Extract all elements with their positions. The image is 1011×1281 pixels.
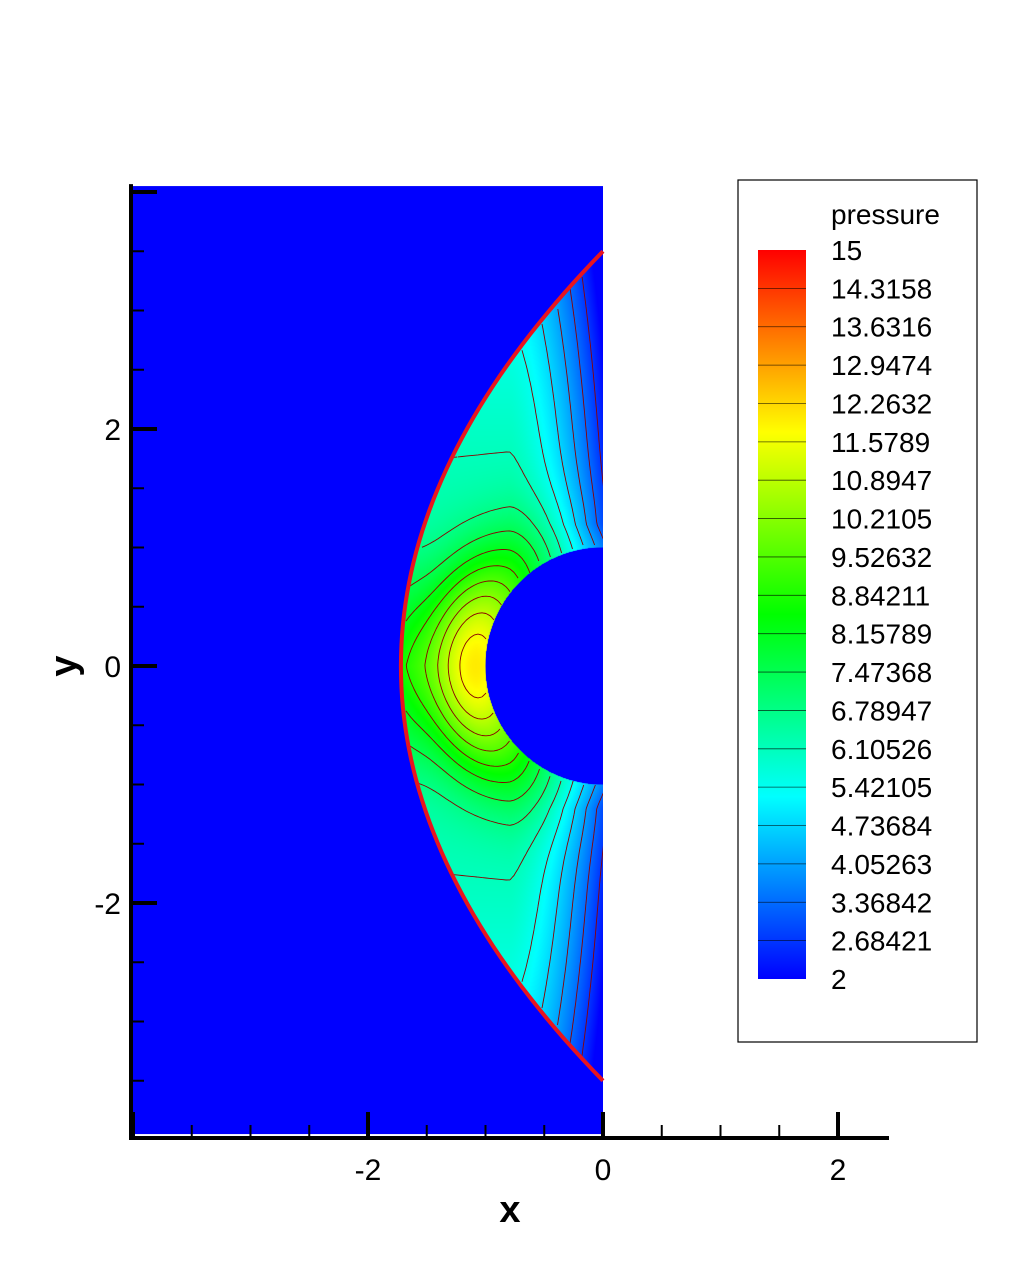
contour-line-6 xyxy=(437,595,502,737)
contour-line-11 xyxy=(417,506,551,826)
y-tick-label: 0 xyxy=(104,651,121,684)
colorbar-level-label: 10.2105 xyxy=(831,504,932,535)
contour-line-14 xyxy=(541,323,585,1009)
colorbar xyxy=(758,250,806,979)
colorbar-level-label: 11.5789 xyxy=(831,427,930,458)
colorbar-level-label: 12.9474 xyxy=(831,350,932,381)
contour-line-7 xyxy=(424,580,511,752)
colorbar-level-label: 2 xyxy=(831,964,847,995)
colorbar-legend: pressure 1514.315813.631612.947412.26321… xyxy=(737,179,978,1043)
colorbar-level-label: 12.2632 xyxy=(831,388,932,419)
y-tick-label: -2 xyxy=(94,888,121,921)
colorbar-level-label: 13.6316 xyxy=(831,312,932,343)
contour-line-8 xyxy=(405,565,519,767)
y-ticks: -2 0 2 xyxy=(94,190,157,1082)
colorbar-level-label: 4.05263 xyxy=(831,849,932,880)
x-tick-label: -2 xyxy=(355,1154,382,1187)
legend-title: pressure xyxy=(831,199,940,230)
colorbar-level-label: 8.15789 xyxy=(831,619,932,650)
x-axis-title: x xyxy=(499,1189,520,1231)
colorbar-level-label: 6.78947 xyxy=(831,695,932,726)
colorbar-level-label: 3.36842 xyxy=(831,887,932,918)
x-tick-label: 2 xyxy=(830,1154,847,1187)
contour-line-12 xyxy=(453,451,563,881)
colorbar-level-label: 4.73684 xyxy=(831,811,932,842)
contour-line-5 xyxy=(447,612,495,720)
contour-line-15 xyxy=(557,308,596,1026)
colorbar-level-label: 2.68421 xyxy=(831,926,932,957)
colorbar-level-label: 6.10526 xyxy=(831,734,932,765)
colorbar-level-label: 5.42105 xyxy=(831,772,932,803)
contour-line-16 xyxy=(569,288,603,1045)
colorbar-level-label: 7.47368 xyxy=(831,657,932,688)
colorbar-level-label: 10.8947 xyxy=(831,465,932,496)
contour-line-17 xyxy=(581,276,603,1056)
contour-line-9 xyxy=(405,549,531,783)
axes: -2 0 2 -2 0 2 x y xyxy=(43,184,889,1231)
colorbar-levels: 15 14.3158 13.6316 12.9474 12.2632 11.5789 10.… xyxy=(758,235,932,995)
contour-line-4 xyxy=(459,633,487,699)
bow-shock xyxy=(398,249,605,1083)
colorbar-level-label: 14.3158 xyxy=(831,273,932,304)
contour-lines xyxy=(405,276,603,1056)
y-axis-title: y xyxy=(43,655,85,676)
colorbar-level-label: 15 xyxy=(831,235,862,266)
x-ticks: -2 0 2 xyxy=(131,1112,847,1187)
contour-line-10 xyxy=(409,530,540,802)
colorbar-level-label: 8.84211 xyxy=(831,580,930,611)
y-tick-label: 2 xyxy=(104,414,121,447)
x-tick-label: 0 xyxy=(595,1154,612,1187)
contour-line-13 xyxy=(521,350,574,982)
colorbar-level-label: 9.52632 xyxy=(831,542,932,573)
contour-field xyxy=(133,186,605,1135)
